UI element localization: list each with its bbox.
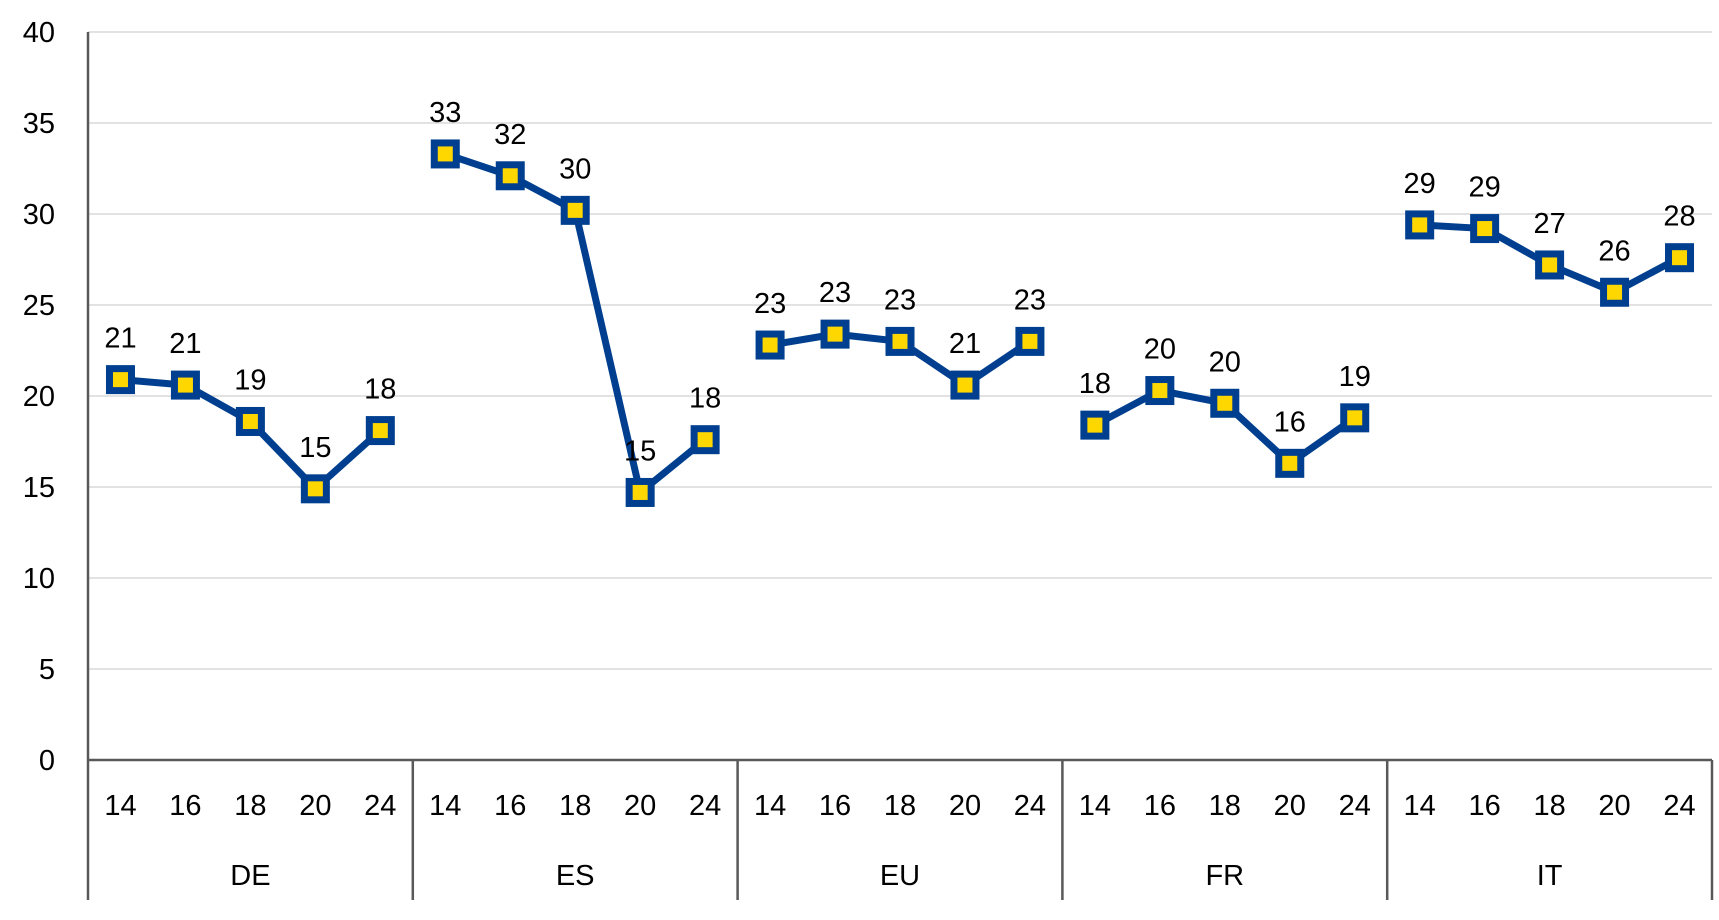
data-point xyxy=(495,161,525,191)
data-point xyxy=(950,370,980,400)
data-point xyxy=(1535,250,1565,280)
data-point xyxy=(690,425,720,455)
x-tick-label: 14 xyxy=(104,790,136,822)
data-label: 28 xyxy=(1663,201,1695,233)
x-tick-label: 16 xyxy=(494,790,526,822)
data-point xyxy=(365,416,395,446)
data-label: 23 xyxy=(1014,284,1046,316)
data-point xyxy=(885,326,915,356)
x-tick-label: 20 xyxy=(949,790,981,822)
data-label: 30 xyxy=(559,153,591,185)
data-point xyxy=(105,365,135,395)
data-point xyxy=(1340,403,1370,433)
data-series xyxy=(105,139,1695,507)
data-label: 18 xyxy=(689,383,721,415)
y-tick-label: 10 xyxy=(23,563,55,595)
group-label: EU xyxy=(880,860,920,892)
data-label: 23 xyxy=(884,284,916,316)
data-point xyxy=(170,370,200,400)
data-point xyxy=(1080,410,1110,440)
data-label: 18 xyxy=(1079,368,1111,400)
data-point xyxy=(560,195,590,225)
data-point xyxy=(1145,376,1175,406)
data-label: 29 xyxy=(1404,168,1436,200)
data-point xyxy=(1210,388,1240,418)
y-tick-label: 5 xyxy=(39,654,55,686)
data-label: 15 xyxy=(624,435,656,467)
group-label: DE xyxy=(230,860,270,892)
data-point xyxy=(1600,277,1630,307)
data-label: 18 xyxy=(364,374,396,406)
x-tick-label: 18 xyxy=(1209,790,1241,822)
data-point xyxy=(1275,448,1305,478)
x-tick-label: 14 xyxy=(429,790,461,822)
x-tick-label: 14 xyxy=(754,790,786,822)
data-label: 20 xyxy=(1144,334,1176,366)
x-tick-label: 18 xyxy=(884,790,916,822)
data-label: 21 xyxy=(949,328,981,360)
data-label: 21 xyxy=(169,328,201,360)
x-tick-label: 16 xyxy=(1469,790,1501,822)
data-label: 15 xyxy=(299,432,331,464)
x-tick-label: 18 xyxy=(234,790,266,822)
data-label: 21 xyxy=(104,323,136,355)
x-tick-label: 24 xyxy=(1663,790,1695,822)
data-label: 29 xyxy=(1469,172,1501,204)
data-labels: 21 21 19 15 18 33 32 30 15 18 23 23 23 21 23 18 20 20 16 19… xyxy=(104,97,1695,468)
y-tick-label: 40 xyxy=(23,17,55,49)
data-label: 16 xyxy=(1274,406,1306,438)
data-point xyxy=(1405,210,1435,240)
x-tick-label: 14 xyxy=(1079,790,1111,822)
x-tick-label: 24 xyxy=(689,790,721,822)
x-tick-label: 16 xyxy=(819,790,851,822)
x-tick-label: 20 xyxy=(1274,790,1306,822)
data-label: 23 xyxy=(819,277,851,309)
x-tick-label: 14 xyxy=(1404,790,1436,822)
x-tick-label: 20 xyxy=(624,790,656,822)
data-label: 26 xyxy=(1598,235,1630,267)
data-point xyxy=(820,319,850,349)
y-tick-label: 25 xyxy=(23,290,55,322)
data-label: 19 xyxy=(1339,361,1371,393)
data-point xyxy=(625,477,655,507)
data-point xyxy=(235,406,265,436)
data-point xyxy=(1015,326,1045,356)
y-tick-label: 20 xyxy=(23,381,55,413)
group-label: FR xyxy=(1205,860,1244,892)
group-label: IT xyxy=(1537,860,1563,892)
y-tick-label: 35 xyxy=(23,108,55,140)
x-tick-label: 24 xyxy=(1339,790,1371,822)
data-point xyxy=(1665,243,1695,273)
gridlines xyxy=(88,31,1712,670)
x-tick-label: 20 xyxy=(1598,790,1630,822)
data-point xyxy=(300,474,330,504)
data-point xyxy=(1470,214,1500,244)
data-label: 20 xyxy=(1209,346,1241,378)
data-point xyxy=(430,139,460,169)
group-label: ES xyxy=(556,860,595,892)
x-tick-label: 16 xyxy=(1144,790,1176,822)
y-axis: 0 5 10 15 20 25 30 35 40 xyxy=(23,17,90,900)
data-label: 27 xyxy=(1533,208,1565,240)
y-tick-label: 15 xyxy=(23,472,55,504)
y-tick-label: 0 xyxy=(39,745,55,777)
x-tick-label: 20 xyxy=(299,790,331,822)
x-tick-label: 24 xyxy=(1014,790,1046,822)
x-tick-label: 18 xyxy=(559,790,591,822)
data-label: 23 xyxy=(754,288,786,320)
x-axis: 14 16 18 20 24 DE 14 16 18 20 24 ES 14 16 18 20 24 EU 14 16… xyxy=(88,758,1714,900)
data-point xyxy=(755,330,785,360)
x-tick-label: 24 xyxy=(364,790,396,822)
x-tick-label: 16 xyxy=(169,790,201,822)
data-label: 32 xyxy=(494,119,526,151)
data-label: 19 xyxy=(234,364,266,396)
data-label: 33 xyxy=(429,97,461,129)
x-tick-label: 18 xyxy=(1533,790,1565,822)
y-tick-label: 30 xyxy=(23,199,55,231)
